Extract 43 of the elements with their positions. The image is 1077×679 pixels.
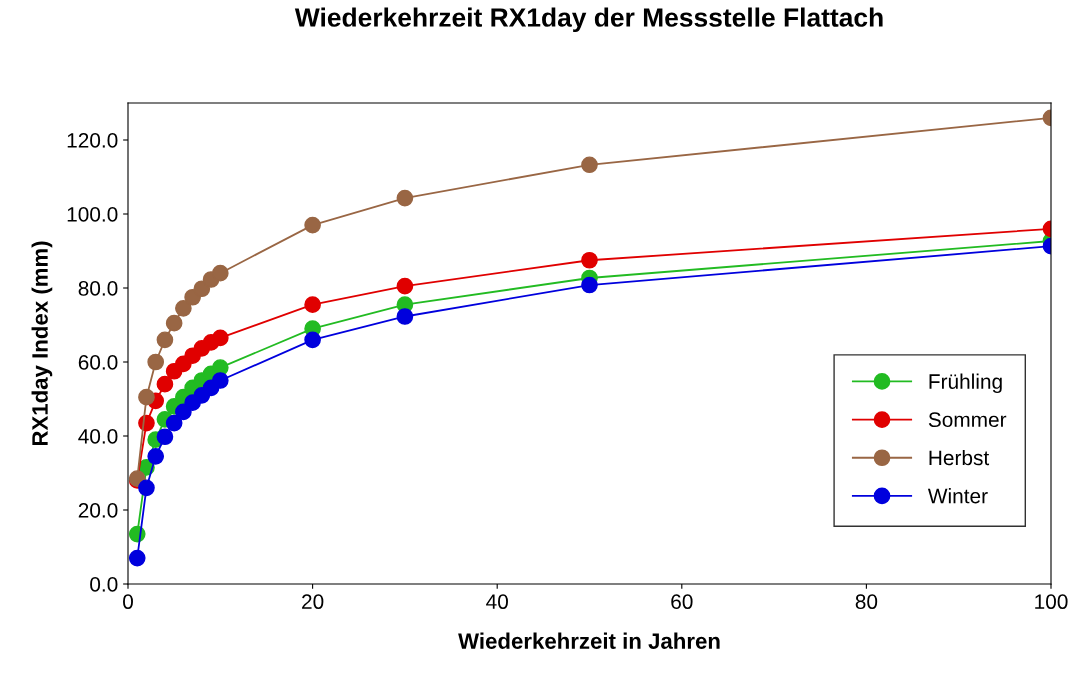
y-tick-label: 80.0 (78, 281, 118, 296)
point (156, 331, 174, 349)
x-tick-label: 0 (123, 594, 133, 610)
y-axis-title: RX1day Index (mm) (31, 241, 53, 446)
point (304, 216, 321, 234)
point (165, 314, 183, 332)
point (396, 277, 414, 295)
x-axis-title: Wiederkehrzeit in Jahren (458, 632, 720, 649)
y-tick-label: 120.0 (67, 133, 118, 148)
point (147, 353, 165, 371)
point (396, 189, 414, 207)
point (211, 264, 229, 282)
point (211, 329, 229, 347)
point (581, 251, 598, 269)
point (581, 156, 598, 174)
point (396, 308, 414, 325)
point (165, 414, 183, 432)
chart-title: Wiederkehrzeit RX1day der Messstelle Flattach (294, 7, 883, 33)
point (211, 372, 229, 389)
y-tick-label: 60.0 (78, 355, 118, 370)
x-tick-label: 40 (486, 594, 508, 610)
x-tick-label: 80 (855, 594, 878, 610)
x-tick-label: 20 (302, 594, 324, 610)
point (128, 549, 146, 567)
point (581, 276, 598, 294)
point (304, 296, 321, 313)
legend-label: Sommer (928, 412, 1007, 428)
legend-label: Herbst (929, 449, 990, 466)
y-tick-label: 20.0 (78, 503, 118, 518)
point (175, 300, 192, 317)
point (147, 448, 165, 465)
legend-label: Frühling (929, 373, 1002, 394)
point (304, 331, 321, 349)
x-tick-label: 100 (1035, 594, 1068, 610)
point (138, 479, 155, 497)
y-tick-label: 40.0 (78, 429, 118, 444)
y-tick-label: 0.0 (90, 577, 118, 592)
point (138, 388, 155, 406)
point (156, 428, 174, 446)
legend-label: Winter (927, 488, 988, 504)
x-tick-label: 60 (671, 594, 693, 610)
y-tick-label: 100.0 (67, 207, 118, 222)
point (156, 375, 174, 393)
